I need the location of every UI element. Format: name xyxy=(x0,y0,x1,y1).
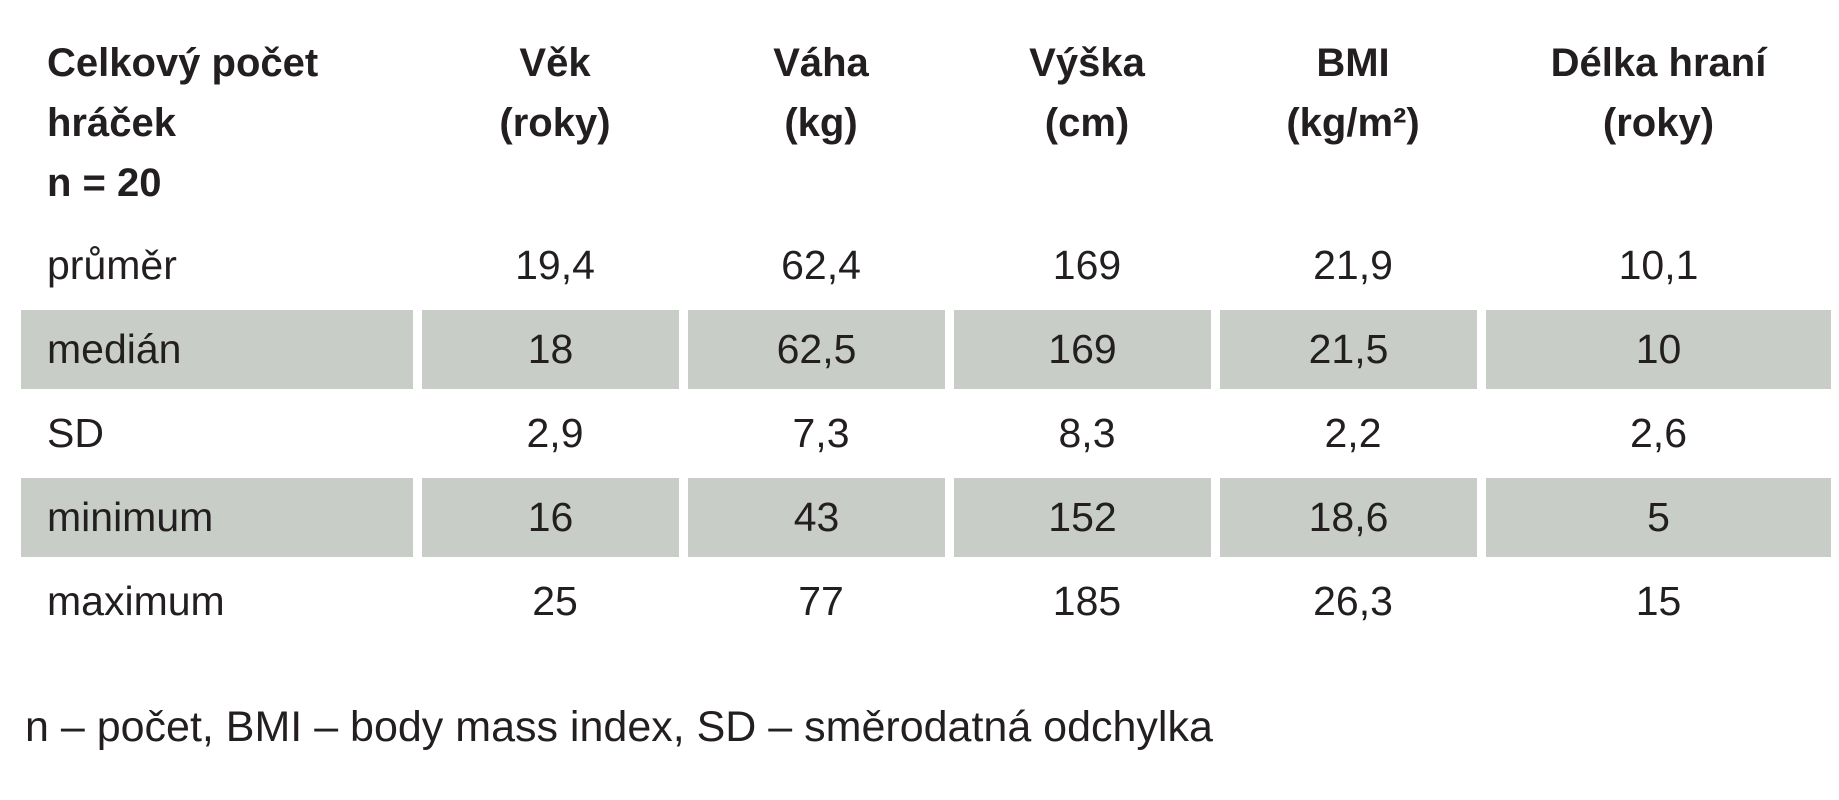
header-row: Celkový počet hráček n = 20 Věk (roky) V… xyxy=(21,33,1831,226)
header-line: (roky) xyxy=(499,101,611,145)
table-cell: 10 xyxy=(1486,310,1831,394)
row-label: minimum xyxy=(21,478,422,562)
table-cell: 18 xyxy=(422,310,688,394)
table-cell: 43 xyxy=(688,478,954,562)
header-cell-weight: Váha (kg) xyxy=(688,33,954,226)
table-cell: 2,6 xyxy=(1486,394,1831,478)
header-line: BMI xyxy=(1316,41,1390,85)
header-cell-height: Výška (cm) xyxy=(954,33,1220,226)
header-cell-total-players: Celkový počet hráček n = 20 xyxy=(21,33,422,226)
header-line: Věk xyxy=(519,41,591,85)
table-cell: 2,9 xyxy=(422,394,688,478)
table-cell: 10,1 xyxy=(1486,226,1831,310)
header-line: (kg/m²) xyxy=(1286,101,1420,145)
header-line: Váha xyxy=(773,41,869,85)
row-label: maximum xyxy=(21,562,422,646)
table-cell: 7,3 xyxy=(688,394,954,478)
table-row-maximum: maximum 25 77 185 26,3 15 xyxy=(21,562,1831,646)
table-cell: 5 xyxy=(1486,478,1831,562)
header-cell-bmi: BMI (kg/m²) xyxy=(1220,33,1486,226)
table-cell: 185 xyxy=(954,562,1220,646)
table-footnote: n – počet, BMI – body mass index, SD – s… xyxy=(25,703,1213,751)
table-row-median: medián 18 62,5 169 21,5 10 xyxy=(21,310,1831,394)
table-cell: 62,4 xyxy=(688,226,954,310)
header-line: hráček xyxy=(47,101,176,145)
table-cell: 2,2 xyxy=(1220,394,1486,478)
table-cell: 18,6 xyxy=(1220,478,1486,562)
header-line: n = 20 xyxy=(47,161,162,205)
table-cell: 8,3 xyxy=(954,394,1220,478)
header-line: Celkový počet xyxy=(47,41,319,85)
header-cell-age: Věk (roky) xyxy=(422,33,688,226)
header-line: (cm) xyxy=(1044,101,1130,145)
table-cell: 62,5 xyxy=(688,310,954,394)
table-cell: 169 xyxy=(954,226,1220,310)
table-cell: 21,5 xyxy=(1220,310,1486,394)
header-line: Výška xyxy=(1029,41,1145,85)
header-cell-playing-years: Délka hraní (roky) xyxy=(1486,33,1831,226)
table-cell: 21,9 xyxy=(1220,226,1486,310)
row-label: medián xyxy=(21,310,422,394)
table-row-sd: SD 2,9 7,3 8,3 2,2 2,6 xyxy=(21,394,1831,478)
table-row-minimum: minimum 16 43 152 18,6 5 xyxy=(21,478,1831,562)
table-cell: 25 xyxy=(422,562,688,646)
table-cell: 16 xyxy=(422,478,688,562)
row-label: průměr xyxy=(21,226,422,310)
table-row-mean: průměr 19,4 62,4 169 21,9 10,1 xyxy=(21,226,1831,310)
stats-table: Celkový počet hráček n = 20 Věk (roky) V… xyxy=(21,33,1831,646)
table-cell: 26,3 xyxy=(1220,562,1486,646)
table-cell: 152 xyxy=(954,478,1220,562)
table-cell: 19,4 xyxy=(422,226,688,310)
stats-table-container: Celkový počet hráček n = 20 Věk (roky) V… xyxy=(21,33,1831,646)
table-cell: 77 xyxy=(688,562,954,646)
header-line: (kg) xyxy=(784,101,858,145)
row-label: SD xyxy=(21,394,422,478)
table-cell: 15 xyxy=(1486,562,1831,646)
header-line: Délka hraní xyxy=(1550,41,1767,85)
table-cell: 169 xyxy=(954,310,1220,394)
header-line: (roky) xyxy=(1602,101,1715,145)
